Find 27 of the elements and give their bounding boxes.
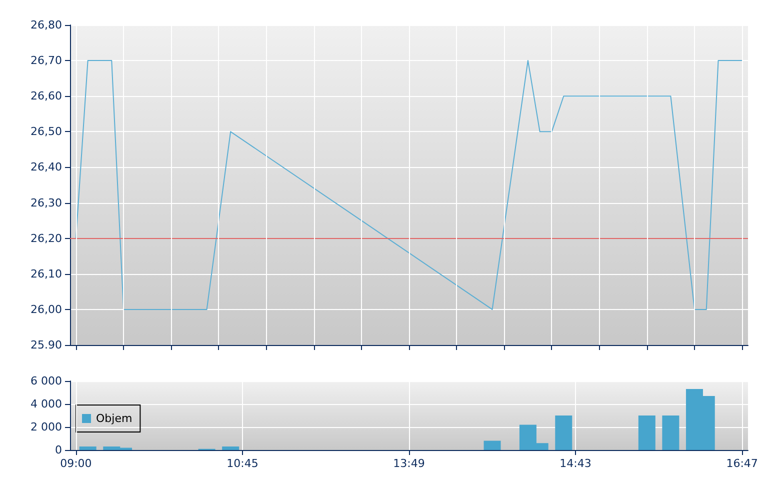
x-tick-label: 10:45 [226,457,258,470]
y-tick-label: 6 000 [30,374,62,388]
y-tick-label: 4 000 [30,398,62,410]
y-tick-label: 2 000 [30,420,62,434]
y-tick-label: 26,70 [30,54,62,68]
y-tick-label: 26,00 [30,302,62,316]
bar [638,416,656,450]
y-tick-label: 26,50 [30,125,62,138]
bar [484,440,501,450]
legend-label: Objem [96,412,132,425]
x-tick-label: 13:49 [393,457,425,470]
y-tick-label: 26,10 [30,267,62,280]
x-tick-label: 16:47 [726,457,758,470]
bar [662,416,680,450]
y-tick-label: 25.90 [30,338,62,352]
x-tick-label: 09:00 [60,457,92,470]
y-tick-label: 0 [55,444,62,456]
y-tick-label: 26,60 [30,90,62,103]
y-tick-label: 26,20 [30,232,62,245]
bar [79,446,96,450]
y-tick-label: 26,30 [30,196,62,210]
y-tick-label: 26,80 [30,18,62,32]
bar [555,416,572,450]
line-series [75,60,743,310]
bar [222,446,240,450]
x-tick-label: 14:43 [560,457,592,470]
y-tick-label: 26,40 [30,160,62,174]
